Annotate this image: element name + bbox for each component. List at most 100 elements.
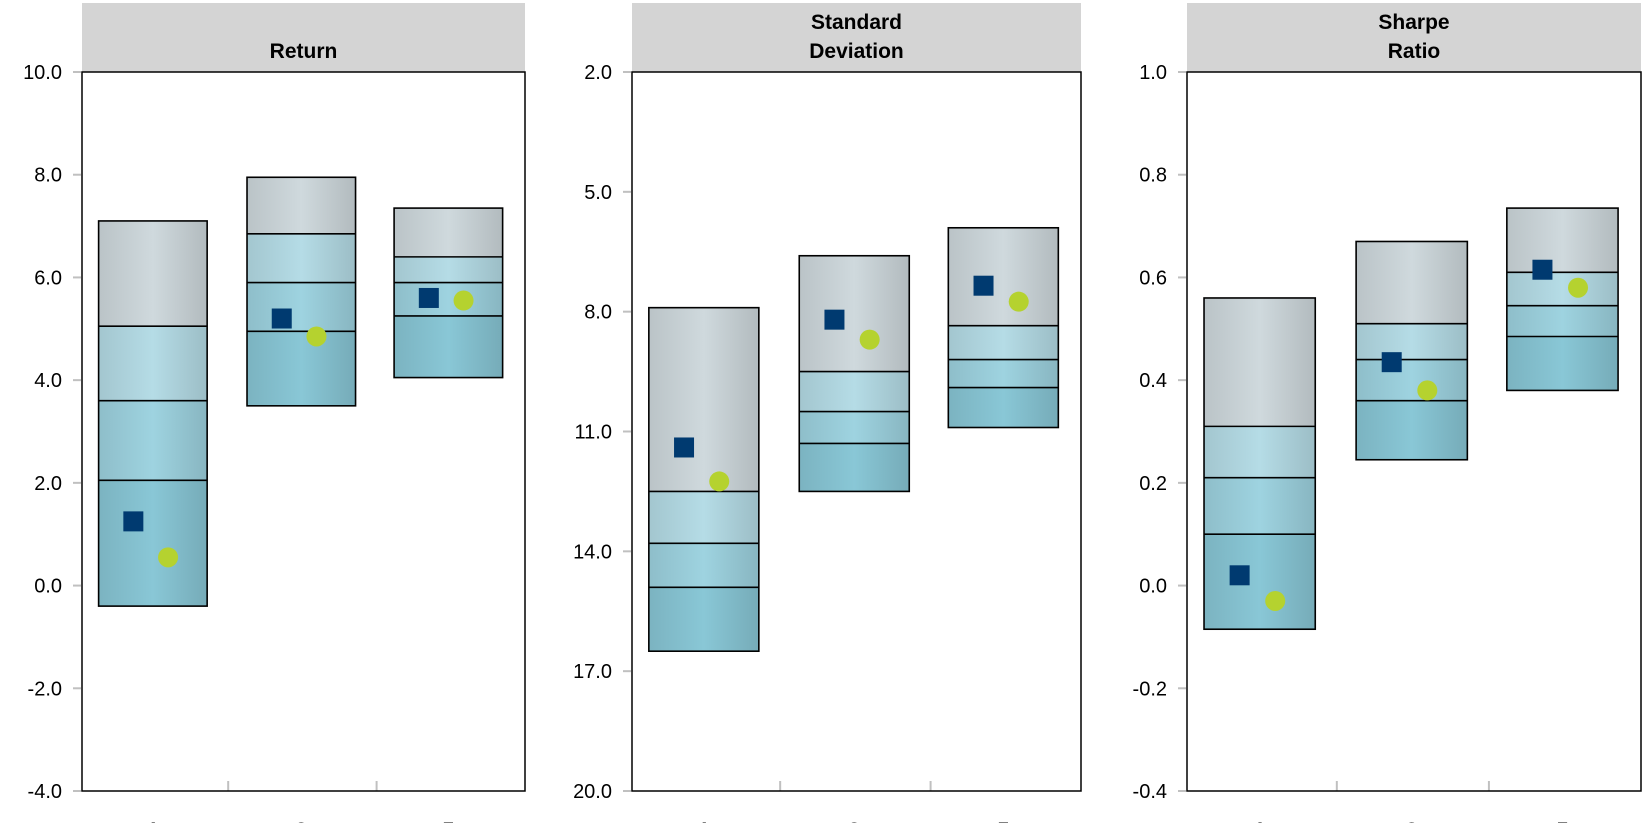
band-shading <box>247 331 356 406</box>
y-tick-label: -0.4 <box>1133 781 1167 803</box>
band-shading <box>1356 323 1468 360</box>
y-tick-label: 2.0 <box>584 62 612 84</box>
band-shading <box>247 282 356 332</box>
square-marker <box>1381 352 1402 373</box>
y-tick-label: 4.0 <box>34 370 62 392</box>
x-category-label: 3 <box>848 818 860 823</box>
band-shading <box>1506 208 1619 273</box>
band-shading <box>98 220 208 327</box>
circle-marker <box>1568 277 1589 298</box>
band-outline <box>798 254 911 493</box>
percentile-band <box>947 226 1060 429</box>
band-shading <box>648 307 759 492</box>
y-tick-label: 2.0 <box>34 473 62 495</box>
y-tick-label: -4.0 <box>28 781 62 803</box>
circle-marker <box>453 290 474 311</box>
y-tick-label: 0.6 <box>1139 267 1167 289</box>
band-outline <box>648 306 760 652</box>
y-tick-label: 1.0 <box>1139 62 1167 84</box>
circle-marker <box>1417 380 1438 401</box>
x-category-label: 5 <box>997 818 1009 823</box>
band-shading <box>648 491 759 544</box>
band-shading <box>799 255 910 372</box>
band-shading <box>799 443 910 492</box>
band-shading <box>1356 359 1468 401</box>
band-shading <box>1204 426 1316 478</box>
panel-title-line: Sharpe <box>1378 11 1449 34</box>
circle-marker <box>158 547 179 568</box>
percentile-band <box>246 176 357 407</box>
band-shading <box>1204 534 1316 630</box>
y-tick-label: 8.0 <box>34 165 62 187</box>
plot-frame <box>81 71 526 792</box>
square-marker <box>674 437 695 458</box>
y-tick-label: 6.0 <box>34 267 62 289</box>
band-shading <box>98 480 208 607</box>
band-shading <box>247 233 356 283</box>
circle-marker <box>859 329 880 350</box>
band-outline <box>947 226 1060 429</box>
plot-frame <box>1186 71 1642 792</box>
x-category-label: 5 <box>442 818 454 823</box>
square-marker <box>271 308 292 329</box>
band-shading <box>799 411 910 444</box>
band-shading <box>247 177 356 234</box>
band-shading <box>648 543 759 588</box>
percentile-band <box>1355 240 1469 461</box>
x-category-label: 1 <box>1254 818 1266 823</box>
percentile-band <box>798 254 911 493</box>
panel-title: Return <box>270 40 338 63</box>
percentile-band <box>648 306 760 652</box>
band-shading <box>1204 477 1316 535</box>
y-tick-label: 0.8 <box>1139 165 1167 187</box>
square-marker <box>1532 259 1553 280</box>
y-tick-label: 14.0 <box>573 541 612 563</box>
circle-marker <box>709 471 730 492</box>
chart-panel-2: Sharpe Ratio 1.0 0.8 0.6 0.4 0.2 0.0 -0.2 -0.4 1 3 5 <box>1133 3 1642 823</box>
chart-panel-0: Return 10.0 8.0 6.0 4.0 2.0 0.0 -2.0 -4.0 1 3 5 <box>23 3 526 823</box>
y-tick-label: 10.0 <box>23 62 62 84</box>
band-shading <box>1204 297 1316 427</box>
panel-title-line: Ratio <box>1388 40 1441 63</box>
y-tick-label: 17.0 <box>573 661 612 683</box>
y-tick-label: 20.0 <box>573 781 612 803</box>
panel-header <box>1187 3 1641 72</box>
band-outline <box>1355 240 1469 461</box>
y-tick-label: 0.2 <box>1139 473 1167 495</box>
y-tick-label: -2.0 <box>28 678 62 700</box>
band-shading <box>394 282 503 316</box>
band-shading <box>394 256 503 283</box>
circle-marker <box>1008 291 1029 312</box>
y-tick-label: 0.0 <box>34 576 62 598</box>
panel-title-line: Deviation <box>809 40 904 63</box>
y-tick-label: 5.0 <box>584 182 612 204</box>
band-outline <box>393 207 504 379</box>
square-marker <box>973 275 994 296</box>
square-marker <box>418 287 439 308</box>
percentile-band <box>1203 297 1317 631</box>
y-tick-label: 8.0 <box>584 302 612 324</box>
chart-panel-1: Standard Deviation 2.0 5.0 8.0 11.0 14.0 17.0 20… <box>573 3 1082 823</box>
panel-header <box>82 3 525 72</box>
square-marker <box>1229 565 1250 586</box>
band-shading <box>394 208 503 257</box>
x-category-label: 1 <box>147 818 159 823</box>
band-outline <box>97 220 208 607</box>
band-shading <box>1506 272 1619 306</box>
square-marker <box>824 309 845 330</box>
band-shading <box>948 325 1059 360</box>
band-shading <box>948 387 1059 428</box>
percentile-band <box>97 220 208 607</box>
y-tick-label: -0.2 <box>1133 678 1167 700</box>
band-shading <box>98 326 208 401</box>
percentile-band <box>393 207 504 379</box>
x-category-label: 3 <box>1406 818 1418 823</box>
band-shading <box>1356 241 1468 324</box>
band-shading <box>948 227 1059 326</box>
x-category-label: 1 <box>698 818 710 823</box>
circle-marker <box>1265 590 1286 611</box>
plot-frame <box>631 71 1082 792</box>
band-shading <box>1506 336 1619 391</box>
band-outline <box>1203 297 1317 631</box>
